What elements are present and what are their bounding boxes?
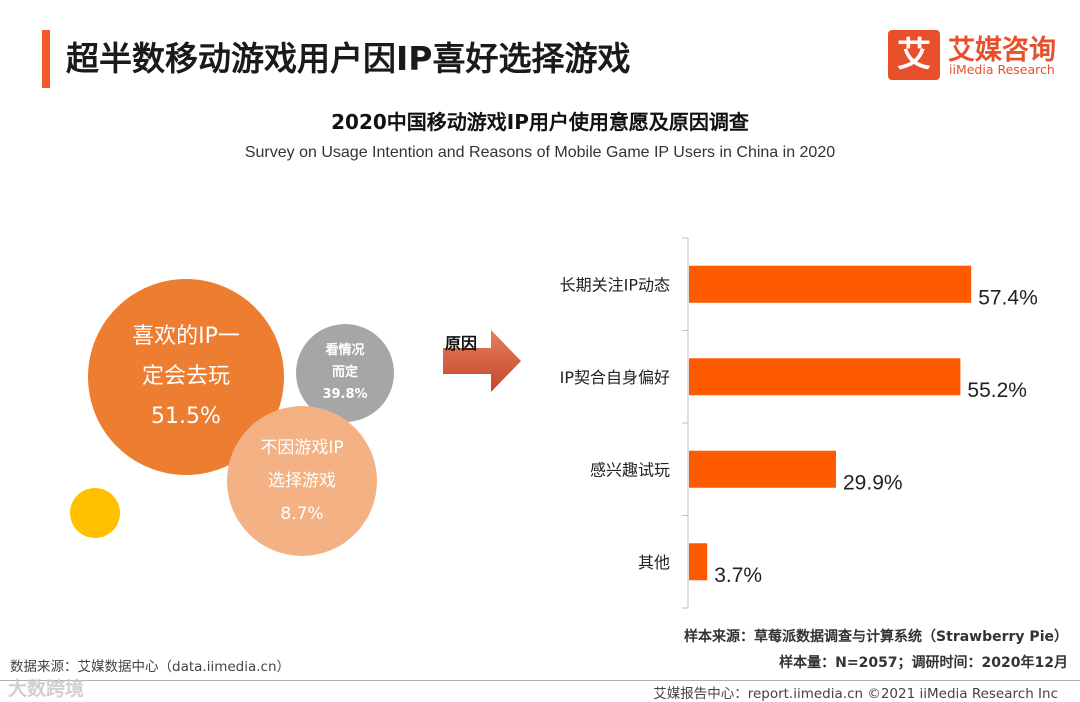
intention-bubbles: 喜欢的IP一 定会去玩 51.5% 看情况 而定 39.8% 不因游戏IP 选择…	[0, 200, 440, 620]
chart-title: 2020中国移动游戏IP用户使用意愿及原因调查	[331, 110, 749, 134]
bubble-not-ip-choice: 不因游戏IP 选择游戏 8.7%	[227, 406, 377, 556]
data-source: 数据来源：艾媒数据中心（data.iimedia.cn）	[10, 659, 291, 675]
category-label-1: IP契合自身偏好	[560, 368, 670, 387]
page-title: 超半数移动游戏用户因IP喜好选择游戏	[66, 39, 631, 78]
value-label-0: 57.4%	[978, 286, 1038, 309]
logo-name-en: iiMedia Research	[949, 62, 1055, 77]
reason-label: 原因	[445, 334, 478, 353]
bar-3	[689, 543, 708, 581]
logo-name-cn: 艾媒咨询	[948, 35, 1056, 66]
chart-subtitle: Survey on Usage Intention and Reasons of…	[244, 144, 836, 161]
reasons-bar-chart: 长期关注IP动态 57.4% IP契合自身偏好 55.2% 感兴趣试玩 29.9% 其他 3.…	[560, 237, 1038, 609]
title-accent-bar	[42, 30, 50, 88]
footer-divider	[0, 680, 1080, 681]
sample-source: 样本来源：草莓派数据调查与计算系统（Strawberry Pie）	[684, 629, 1068, 645]
category-label-2: 感兴趣试玩	[590, 460, 670, 479]
bubble-label-line2: 而定	[331, 365, 358, 380]
logo-mark-icon: 艾	[888, 30, 940, 80]
bubble-value: 8.7%	[280, 503, 324, 524]
bar-0	[689, 265, 972, 303]
category-label-0: 长期关注IP动态	[560, 275, 670, 294]
bar-1	[689, 358, 961, 396]
bubble-label-line1: 喜欢的IP一	[132, 324, 240, 349]
reason-arrow-icon	[443, 330, 521, 392]
value-label-3: 3.7%	[714, 564, 762, 587]
bar-2	[689, 450, 837, 488]
bubble-like-ip-will-play: 喜欢的IP一 定会去玩 51.5%	[88, 279, 284, 475]
bubble-value: 39.8%	[322, 387, 368, 402]
bubble-depends: 看情况 而定 39.8%	[296, 324, 394, 422]
bubble-label-line1: 不因游戏IP	[260, 437, 344, 458]
iimedia-logo: 艾 艾媒咨询 iiMedia Research	[888, 28, 1068, 84]
bubble-label-line2: 选择游戏	[268, 470, 336, 491]
bubble-value: 51.5%	[151, 404, 221, 429]
report-center: 艾媒报告中心：report.iimedia.cn ©2021 iiMedia R…	[653, 686, 1058, 702]
sample-size: 样本量：N=2057；调研时间：2020年12月	[779, 655, 1068, 671]
value-label-1: 55.2%	[967, 379, 1027, 402]
category-label-3: 其他	[638, 553, 670, 572]
bubble-label-line1: 看情况	[325, 343, 365, 358]
value-label-2: 29.9%	[843, 471, 903, 494]
watermark: 大数跨境	[8, 678, 85, 700]
bubble-label-line2: 定会去玩	[141, 364, 230, 389]
decorative-yellow-dot	[70, 488, 120, 538]
